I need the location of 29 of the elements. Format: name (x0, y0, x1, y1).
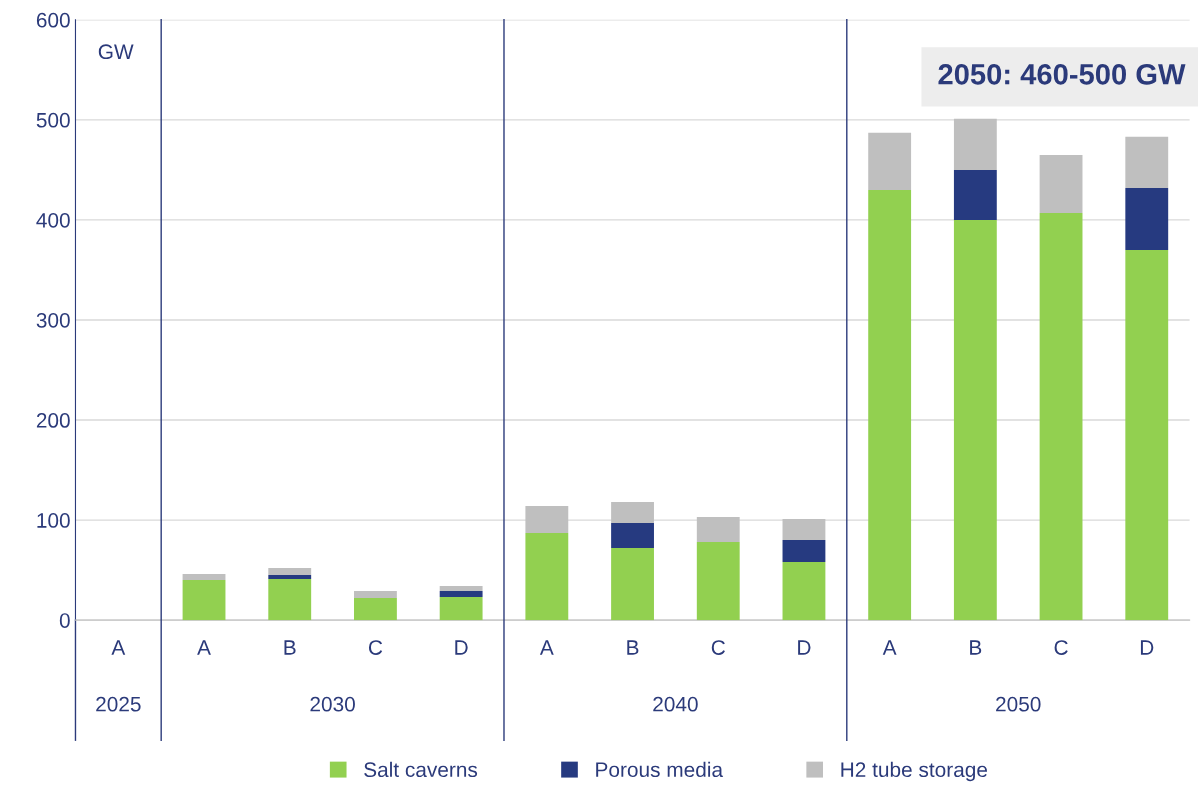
text: 2040 (653, 696, 698, 712)
y-tick-label: 500 (36, 112, 70, 128)
x-tick-label: A (111, 640, 126, 655)
y-axis-title: GW (98, 44, 134, 60)
y-tick-label: 300 (36, 312, 70, 328)
x-tick-label: A (539, 640, 554, 655)
text: 2050 (996, 696, 1041, 712)
x-tick-label: A (882, 640, 897, 655)
y-tick-label: 600 (36, 12, 70, 28)
y-tick-label: 100 (37, 513, 70, 528)
y-tick-label: 0 (59, 613, 70, 628)
x-tick-label: D (798, 640, 811, 655)
x-tick-label: D (455, 640, 468, 655)
text: 2030 (310, 696, 355, 712)
y-tick-label: 400 (36, 212, 70, 228)
legend-label: H2 tube storage (841, 761, 988, 782)
x-tick-label: D (1140, 640, 1154, 655)
legend-label: Porous media (596, 761, 724, 778)
x-tick-label: A (197, 640, 211, 655)
x-tick-label: C (368, 640, 383, 655)
legend-label: Salt caverns (364, 761, 478, 778)
y-tick-label: 200 (36, 413, 70, 428)
x-tick-label: B (284, 640, 296, 655)
annotation: 2050: 460-500 GW (938, 64, 1186, 85)
x-tick-label: B (970, 640, 982, 655)
x-tick-label: C (711, 640, 725, 655)
x-tick-label: B (627, 640, 639, 655)
x-tick-label: C (1054, 640, 1068, 655)
text: 2025 (96, 696, 141, 712)
